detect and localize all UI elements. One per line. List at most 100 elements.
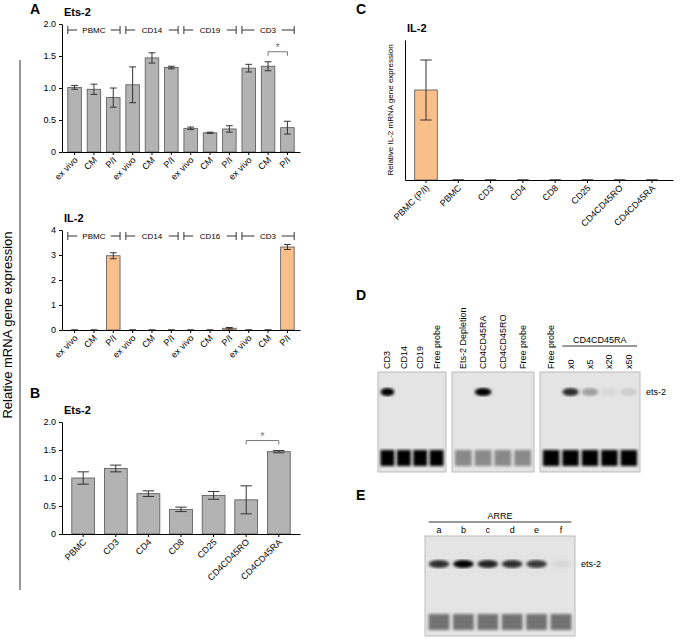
error-line [181,507,182,511]
x-tick-label: PBMC [438,183,464,209]
group-bracket: CD14 [126,232,178,241]
gel: CD3CD14CD19Free probe [378,325,446,472]
error-cap [646,180,657,181]
group-bracket: CD3 [242,26,294,35]
gel: Free probex0x5x20x50CD4CD45RAets-2 [540,325,666,472]
x-tick: P/I [103,330,118,348]
error-line [83,472,84,484]
y-tick-mark [59,88,62,89]
chart-title: IL-2 [64,212,84,224]
x-tick-label: CD4CD45RA [612,183,657,228]
panel-letter: C [356,1,366,17]
gel-header: ARRE [487,511,512,521]
error-cap [614,180,625,181]
x-tick: CM [256,152,273,172]
free-probe-band [397,450,411,466]
bracket-line [126,236,135,237]
x-tick-mark [171,330,172,333]
error-cap [71,330,78,331]
error-cap [187,330,194,331]
gel-header: CD4CD45RA [573,335,627,345]
x-tick-label: ex vivo [111,155,138,182]
lane-label: e [534,525,539,535]
gel-background [425,536,575,636]
bar [184,330,198,331]
complex-band [429,560,450,568]
error-bar [646,180,657,181]
bar [281,247,295,330]
error-line [113,88,114,107]
free-probe-band [562,450,579,466]
error-bar [143,491,154,497]
free-probe-band [430,450,444,466]
error-cap [110,252,117,253]
y-axis-line [62,423,63,535]
y-tick: 4 [51,225,62,235]
free-probe-band [621,450,638,466]
error-bar [110,88,117,107]
error-cap [241,513,252,514]
y-tick-mark [59,152,62,153]
bracket-line [126,30,135,31]
error-cap [187,330,194,331]
free-probe-band [455,450,472,466]
x-tick-label: P/I [278,333,293,348]
lane-label: x20 [604,354,614,369]
bar [544,180,567,181]
error-line [229,126,230,132]
free-probe-band [582,450,599,466]
y-tick-label: 1 [51,300,56,310]
error-cap [168,66,175,67]
x-tick-label: ex vivo [111,333,138,360]
x-tick-mark [229,330,230,333]
error-cap [549,180,560,181]
x-tick-mark [587,180,588,183]
y-tick: 1 [51,300,62,310]
x-tick-mark [148,534,149,537]
error-line [151,53,152,63]
x-tick-mark [268,152,269,155]
y-tick: 3 [51,250,62,260]
chart: Ets-200.51.01.52.0PBMCCD3CD4CD8CD25CD4CD… [43,404,300,583]
x-tick-mark [287,152,288,155]
complex-band [397,388,411,396]
x-tick-mark [151,152,152,155]
x-tick-label: CD3 [476,183,496,203]
error-cap [226,125,233,126]
x-tick-label: CM [256,333,273,350]
error-cap [187,129,194,130]
panel-letter: E [356,487,365,503]
error-cap [91,94,98,95]
error-cap [245,330,252,331]
bracket-line [184,30,193,31]
x-tick-mark [181,534,182,537]
free-probe-band [543,450,560,466]
x-tick-label: ex vivo [169,155,196,182]
bar [267,452,290,534]
x-tick-mark [458,180,459,183]
x-tick-mark [93,152,94,155]
error-line [148,491,149,497]
significance: * [268,41,287,56]
complex-band [475,388,492,396]
free-probe-band [526,614,547,630]
y-tick-label: 0.5 [43,115,56,125]
error-line [287,245,288,250]
error-cap [149,63,156,64]
significance: * [246,430,279,445]
lane-label: b [461,525,466,535]
free-probe-band [551,614,572,630]
bar [223,328,237,330]
error-bar [284,245,291,250]
x-tick-mark [74,330,75,333]
error-cap [168,330,175,331]
x-tick: P/I [220,330,235,348]
x-tick: ex vivo [53,330,80,360]
group-label: CD3 [260,232,277,241]
complex-band [494,388,511,396]
bracket-end [120,232,121,240]
error-bar [71,85,78,89]
error-bar [175,507,186,511]
group-label: CD14 [142,232,163,241]
error-cap [208,499,219,500]
